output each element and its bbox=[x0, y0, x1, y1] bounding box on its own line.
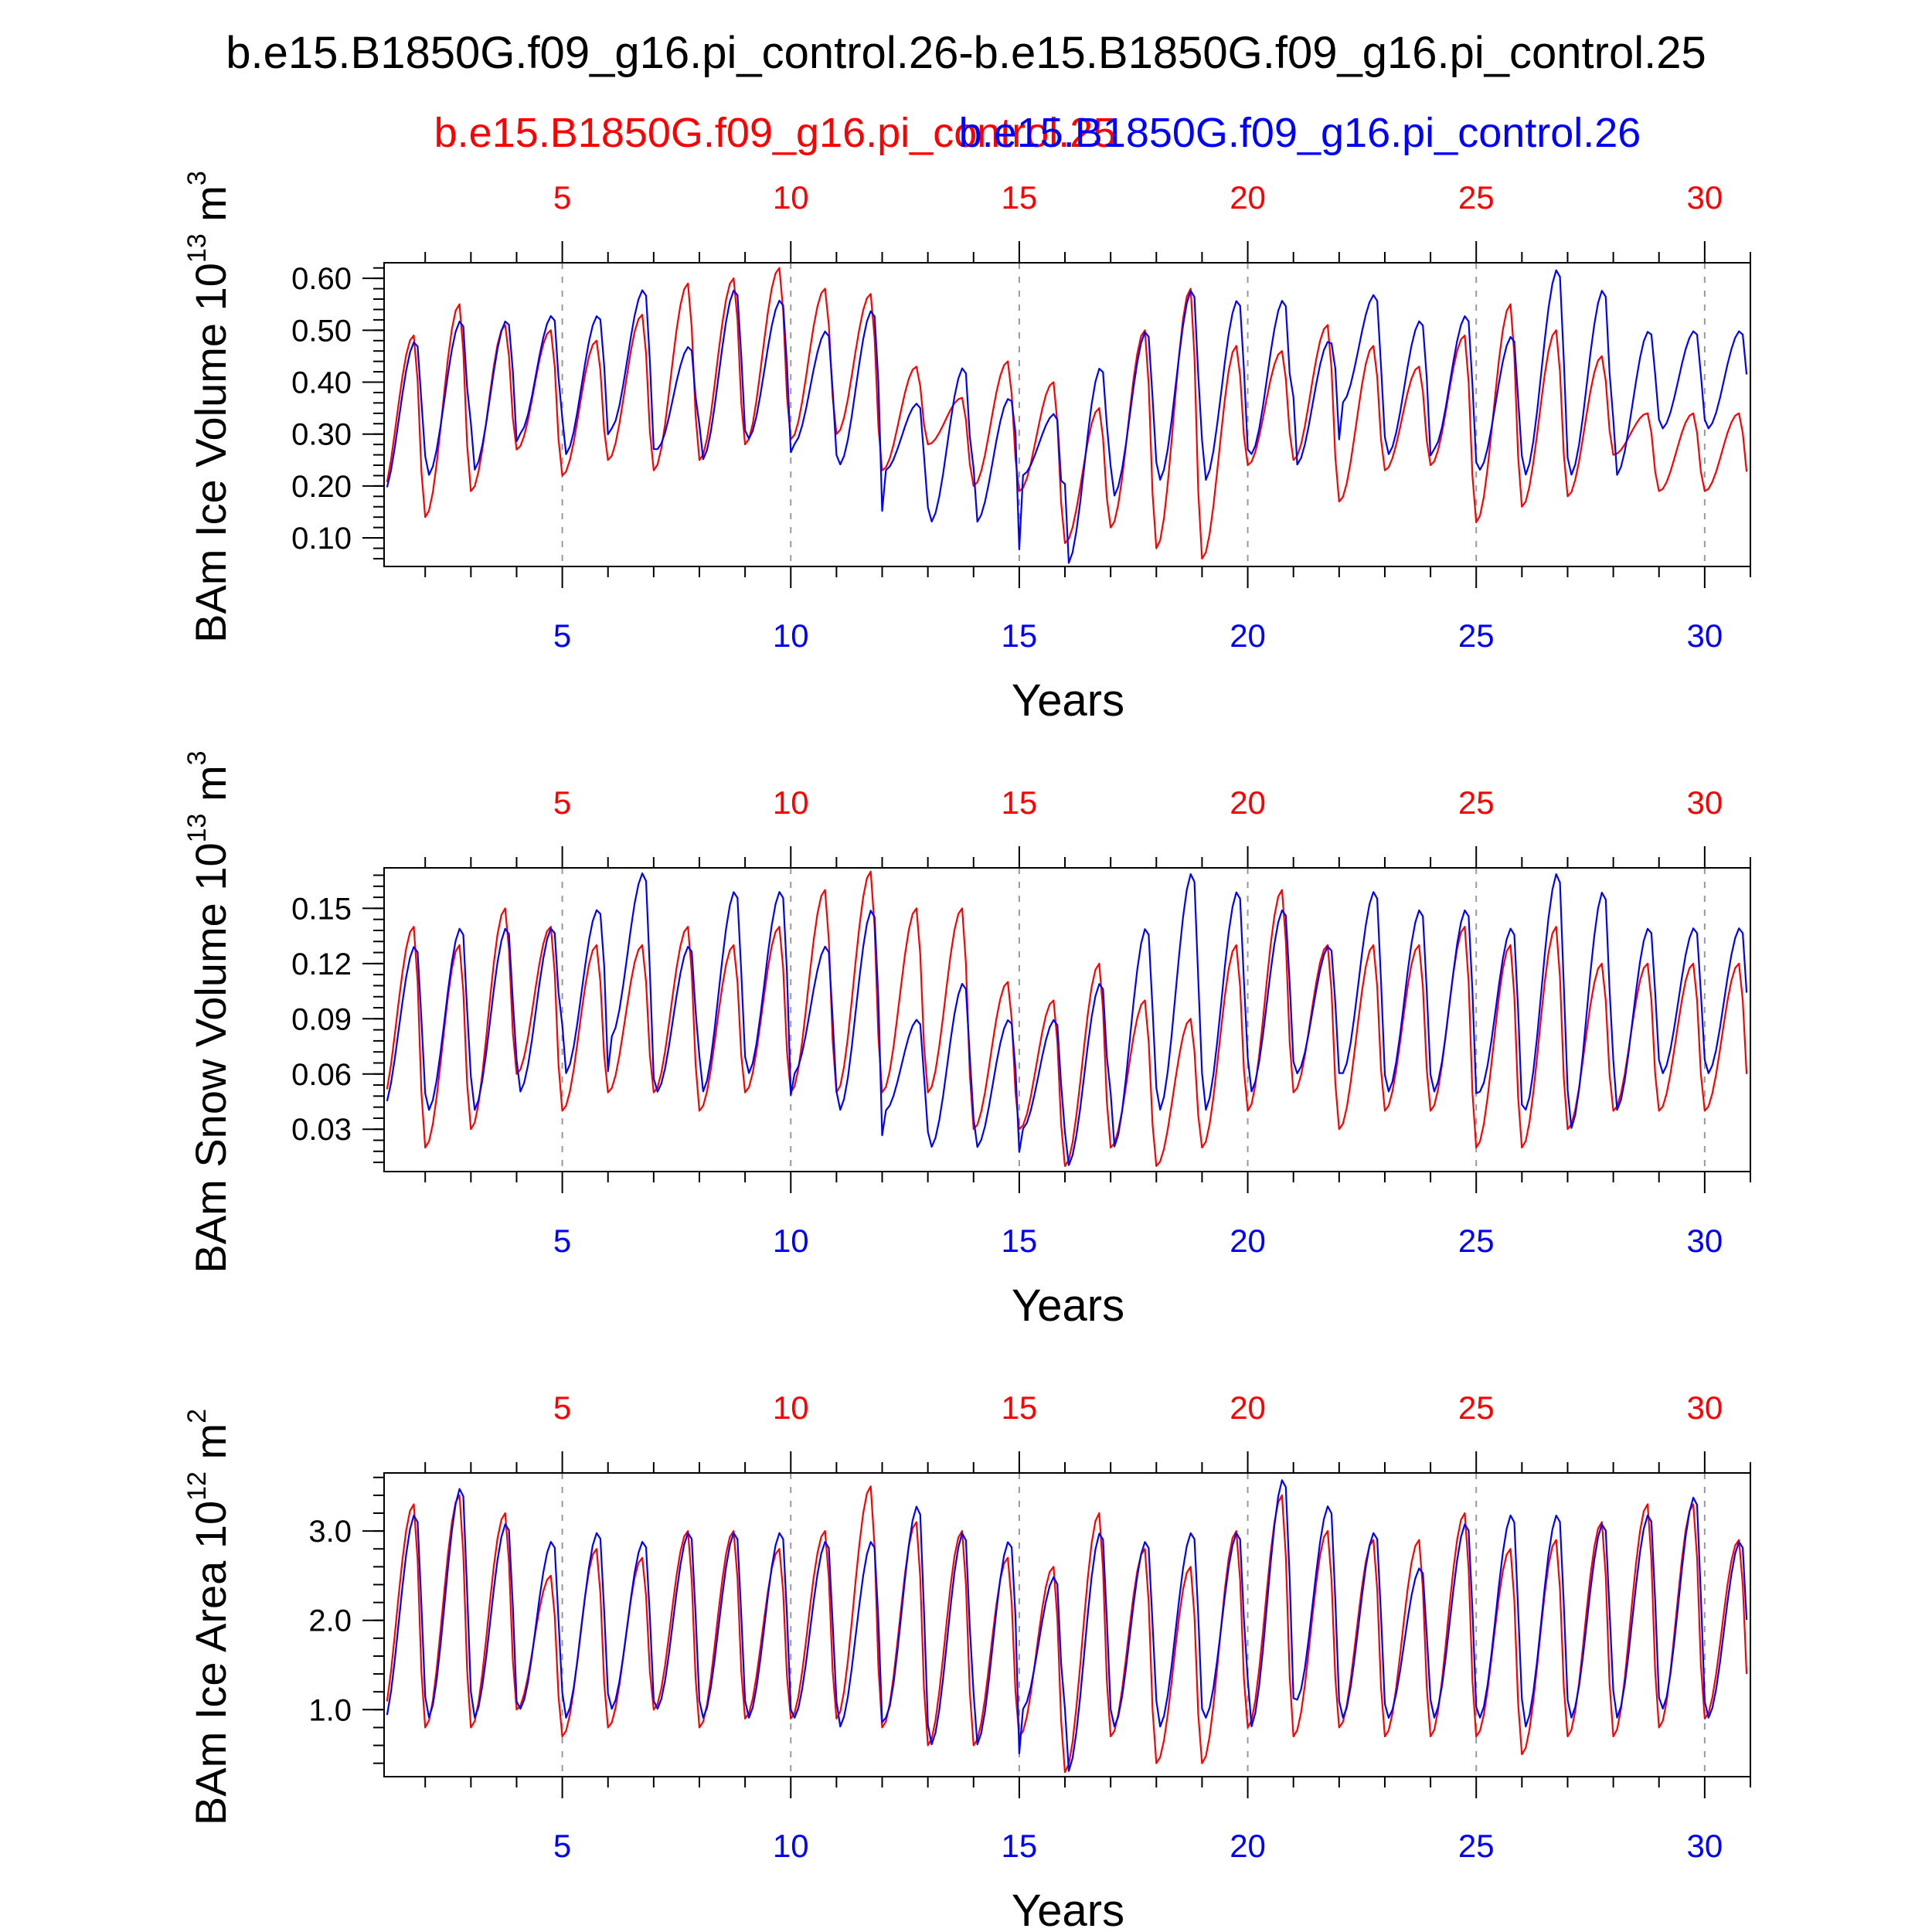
y-axis-title: BAm Ice Area 1012 m2 bbox=[182, 1409, 235, 1825]
y-tick-label: 0.06 bbox=[291, 1058, 352, 1092]
x-tick-label-bottom: 15 bbox=[1002, 617, 1038, 654]
x-tick-label-bottom: 25 bbox=[1458, 1828, 1495, 1864]
x-tick-label-top: 15 bbox=[1002, 179, 1038, 216]
legend-red-label: b.e15.B1850G.f09_g16.pi_control.25 bbox=[434, 110, 1117, 156]
y-tick-label: 0.10 bbox=[291, 522, 352, 556]
x-axis-title: Years bbox=[1012, 1886, 1124, 1932]
x-tick-label-top: 15 bbox=[1002, 1389, 1038, 1426]
series-line-red bbox=[386, 267, 1748, 560]
x-tick-label-top: 5 bbox=[553, 784, 571, 821]
x-tick-label-bottom: 25 bbox=[1458, 1223, 1495, 1259]
x-tick-label-bottom: 20 bbox=[1230, 1223, 1266, 1259]
y-tick-label: 0.60 bbox=[291, 262, 352, 296]
x-tick-label-bottom: 15 bbox=[1002, 1828, 1038, 1864]
x-tick-label-bottom: 10 bbox=[773, 617, 809, 654]
x-tick-label-top: 25 bbox=[1458, 1389, 1495, 1426]
x-tick-label-top: 20 bbox=[1230, 1389, 1266, 1426]
y-tick-label: 0.09 bbox=[291, 1002, 352, 1036]
y-tick-label: 2.0 bbox=[308, 1604, 352, 1638]
x-tick-label-top: 15 bbox=[1002, 784, 1038, 821]
x-tick-label-top: 10 bbox=[773, 1389, 809, 1426]
y-tick-label: 0.20 bbox=[291, 470, 352, 504]
y-tick-label: 0.03 bbox=[291, 1113, 352, 1147]
x-tick-label-top: 10 bbox=[773, 179, 809, 216]
y-tick-label: 1.0 bbox=[308, 1693, 352, 1727]
series-line-red bbox=[386, 870, 1748, 1167]
plot-frame bbox=[383, 867, 1751, 1172]
y-tick-label: 3.0 bbox=[308, 1515, 352, 1549]
y-axis-title: BAm Ice Volume 1013 m3 bbox=[182, 171, 235, 643]
plot-frame bbox=[383, 1472, 1751, 1777]
panel-1: 0.10 0.20 0.30 0.40 0.50 0.60 5 5 10 10 15 15 20 20 25… bbox=[182, 171, 1751, 726]
y-tick-label: 0.50 bbox=[291, 314, 352, 348]
panel-3: 1.0 2.0 3.0 5 5 10 10 15 15 20 20 25 25 30 30 Years BAm … bbox=[182, 1389, 1751, 1932]
x-tick-label-bottom: 5 bbox=[553, 1828, 571, 1864]
x-tick-label-bottom: 5 bbox=[553, 1223, 571, 1259]
x-tick-label-bottom: 20 bbox=[1230, 1828, 1266, 1864]
x-tick-label-top: 30 bbox=[1687, 1389, 1723, 1426]
x-tick-label-top: 20 bbox=[1230, 784, 1266, 821]
x-tick-label-top: 25 bbox=[1458, 179, 1495, 216]
x-tick-label-bottom: 30 bbox=[1687, 1223, 1723, 1259]
x-tick-label-top: 30 bbox=[1687, 179, 1723, 216]
x-tick-label-top: 10 bbox=[773, 784, 809, 821]
legend-blue-label: b.e15.B1850G.f09_g16.pi_control.26 bbox=[959, 110, 1641, 156]
x-tick-label-bottom: 10 bbox=[773, 1223, 809, 1259]
series-line-blue bbox=[386, 269, 1748, 564]
series-line-blue bbox=[386, 872, 1748, 1166]
y-tick-label: 0.15 bbox=[291, 892, 352, 926]
panel-2: 0.03 0.06 0.09 0.12 0.15 5 5 10 10 15 15 20 20 25 25 30… bbox=[182, 750, 1751, 1331]
series-line-red bbox=[386, 1485, 1748, 1774]
x-tick-label-bottom: 30 bbox=[1687, 617, 1723, 654]
x-tick-label-bottom: 15 bbox=[1002, 1223, 1038, 1259]
chart-panels: 0.10 0.20 0.30 0.40 0.50 0.60 5 5 10 10 15 15 20 20 25… bbox=[182, 171, 1751, 1932]
x-tick-label-bottom: 30 bbox=[1687, 1828, 1723, 1864]
x-tick-label-top: 5 bbox=[553, 179, 571, 216]
x-tick-label-top: 30 bbox=[1687, 784, 1723, 821]
series-line-blue bbox=[386, 1479, 1748, 1772]
y-axis-title: BAm Snow Volume 1013 m3 bbox=[182, 750, 235, 1273]
plot-frame bbox=[383, 262, 1751, 567]
y-tick-label: 0.30 bbox=[291, 418, 352, 452]
x-tick-label-bottom: 25 bbox=[1458, 617, 1495, 654]
x-tick-label-bottom: 10 bbox=[773, 1828, 809, 1864]
x-tick-label-bottom: 20 bbox=[1230, 617, 1266, 654]
x-tick-label-top: 25 bbox=[1458, 784, 1495, 821]
chart-title: b.e15.B1850G.f09_g16.pi_control.26-b.e15… bbox=[226, 28, 1706, 78]
x-axis-title: Years bbox=[1012, 675, 1124, 726]
x-tick-label-bottom: 5 bbox=[553, 617, 571, 654]
x-tick-label-top: 20 bbox=[1230, 179, 1266, 216]
x-tick-label-top: 5 bbox=[553, 1389, 571, 1426]
y-tick-label: 0.40 bbox=[291, 366, 352, 400]
y-tick-label: 0.12 bbox=[291, 947, 352, 981]
x-axis-title: Years bbox=[1012, 1281, 1124, 1331]
